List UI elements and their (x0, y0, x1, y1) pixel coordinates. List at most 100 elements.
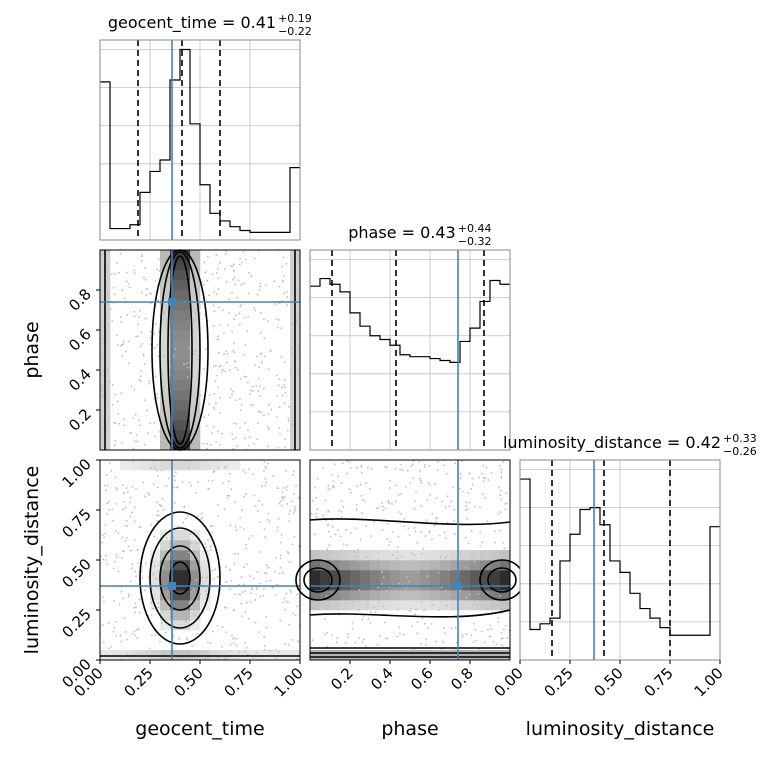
sample-point (399, 468, 401, 471)
density-cell (210, 650, 221, 661)
sample-point (264, 536, 267, 539)
sample-point (110, 645, 113, 648)
sample-point (366, 603, 369, 606)
sample-point (278, 426, 281, 429)
sample-point (328, 544, 331, 547)
sample-point (267, 413, 270, 416)
density-cell (180, 290, 191, 301)
sample-point (154, 634, 157, 637)
density-cell (440, 560, 451, 571)
sample-point (256, 422, 259, 425)
sample-point (111, 508, 114, 511)
density-cell (450, 600, 461, 611)
sample-point (297, 640, 299, 643)
density-cell (160, 580, 171, 591)
sample-point (357, 548, 360, 551)
sample-point (238, 651, 241, 654)
sample-point (165, 631, 167, 634)
sample-point (102, 558, 105, 561)
sample-point (157, 606, 160, 609)
density-cell (180, 420, 191, 431)
sample-point (409, 564, 412, 567)
x-axis-label: phase (381, 718, 438, 740)
sample-point (111, 319, 114, 322)
sample-point (195, 542, 198, 545)
sample-point (123, 501, 126, 503)
sample-point (245, 646, 248, 649)
sample-point (358, 637, 361, 639)
sample-point (277, 487, 280, 490)
sample-point (381, 571, 383, 573)
density-cell (480, 570, 491, 581)
density-cell (420, 580, 431, 591)
density-cell (420, 590, 431, 601)
sample-point (256, 570, 259, 573)
sample-point (346, 472, 349, 475)
sample-point (284, 391, 287, 394)
sample-point (136, 549, 139, 552)
sample-point (144, 399, 146, 401)
sample-point (116, 344, 119, 346)
sample-point (258, 289, 261, 292)
density-cell (470, 590, 481, 601)
sample-point (247, 292, 250, 295)
panel-background (310, 250, 510, 450)
sample-point (500, 468, 503, 471)
sample-point (132, 447, 135, 450)
sample-point (394, 589, 396, 592)
sample-point (420, 643, 422, 645)
sample-point (467, 492, 469, 494)
sample-point (156, 396, 159, 399)
sample-point (274, 303, 277, 306)
sample-point (262, 387, 265, 390)
sample-point (147, 492, 149, 495)
sample-point (381, 502, 383, 505)
sample-point (284, 361, 286, 364)
sample-point (118, 603, 121, 606)
sample-point (275, 318, 278, 320)
sample-point (459, 589, 462, 592)
sample-point (204, 348, 207, 351)
density-cell (380, 550, 391, 561)
sample-point (413, 554, 416, 556)
sample-point (225, 607, 228, 609)
sample-point (408, 609, 411, 612)
sample-point (204, 590, 207, 592)
sample-point (363, 638, 366, 641)
sample-point (256, 510, 259, 512)
density-cell (170, 420, 181, 431)
sample-point (500, 644, 503, 647)
sample-point (386, 538, 389, 541)
sample-point (400, 493, 402, 495)
sample-point (135, 335, 138, 338)
sample-point (240, 403, 243, 406)
sample-point (217, 466, 220, 469)
sample-point (206, 577, 209, 579)
sample-point (360, 494, 363, 497)
sample-point (201, 576, 204, 579)
sample-point (504, 503, 506, 505)
sample-point (420, 530, 423, 533)
sample-point (253, 494, 256, 497)
sample-point (255, 355, 258, 358)
density-cell (330, 590, 341, 601)
sample-point (373, 521, 375, 524)
sample-point (184, 517, 187, 520)
sample-point (209, 642, 212, 645)
sample-point (118, 422, 121, 425)
sample-point (235, 423, 238, 425)
sample-point (297, 368, 300, 371)
sample-point (420, 482, 423, 484)
sample-point (231, 265, 234, 268)
sample-point (213, 426, 215, 428)
density-cell (180, 620, 191, 631)
sample-point (296, 605, 299, 608)
x-tick-label: 0.25 (540, 664, 576, 700)
sample-point (444, 557, 447, 559)
sample-point (289, 509, 291, 512)
density-cell (370, 590, 381, 601)
sample-point (267, 566, 270, 569)
density-cell (170, 360, 181, 371)
sample-point (112, 630, 115, 633)
sample-point (283, 487, 286, 489)
